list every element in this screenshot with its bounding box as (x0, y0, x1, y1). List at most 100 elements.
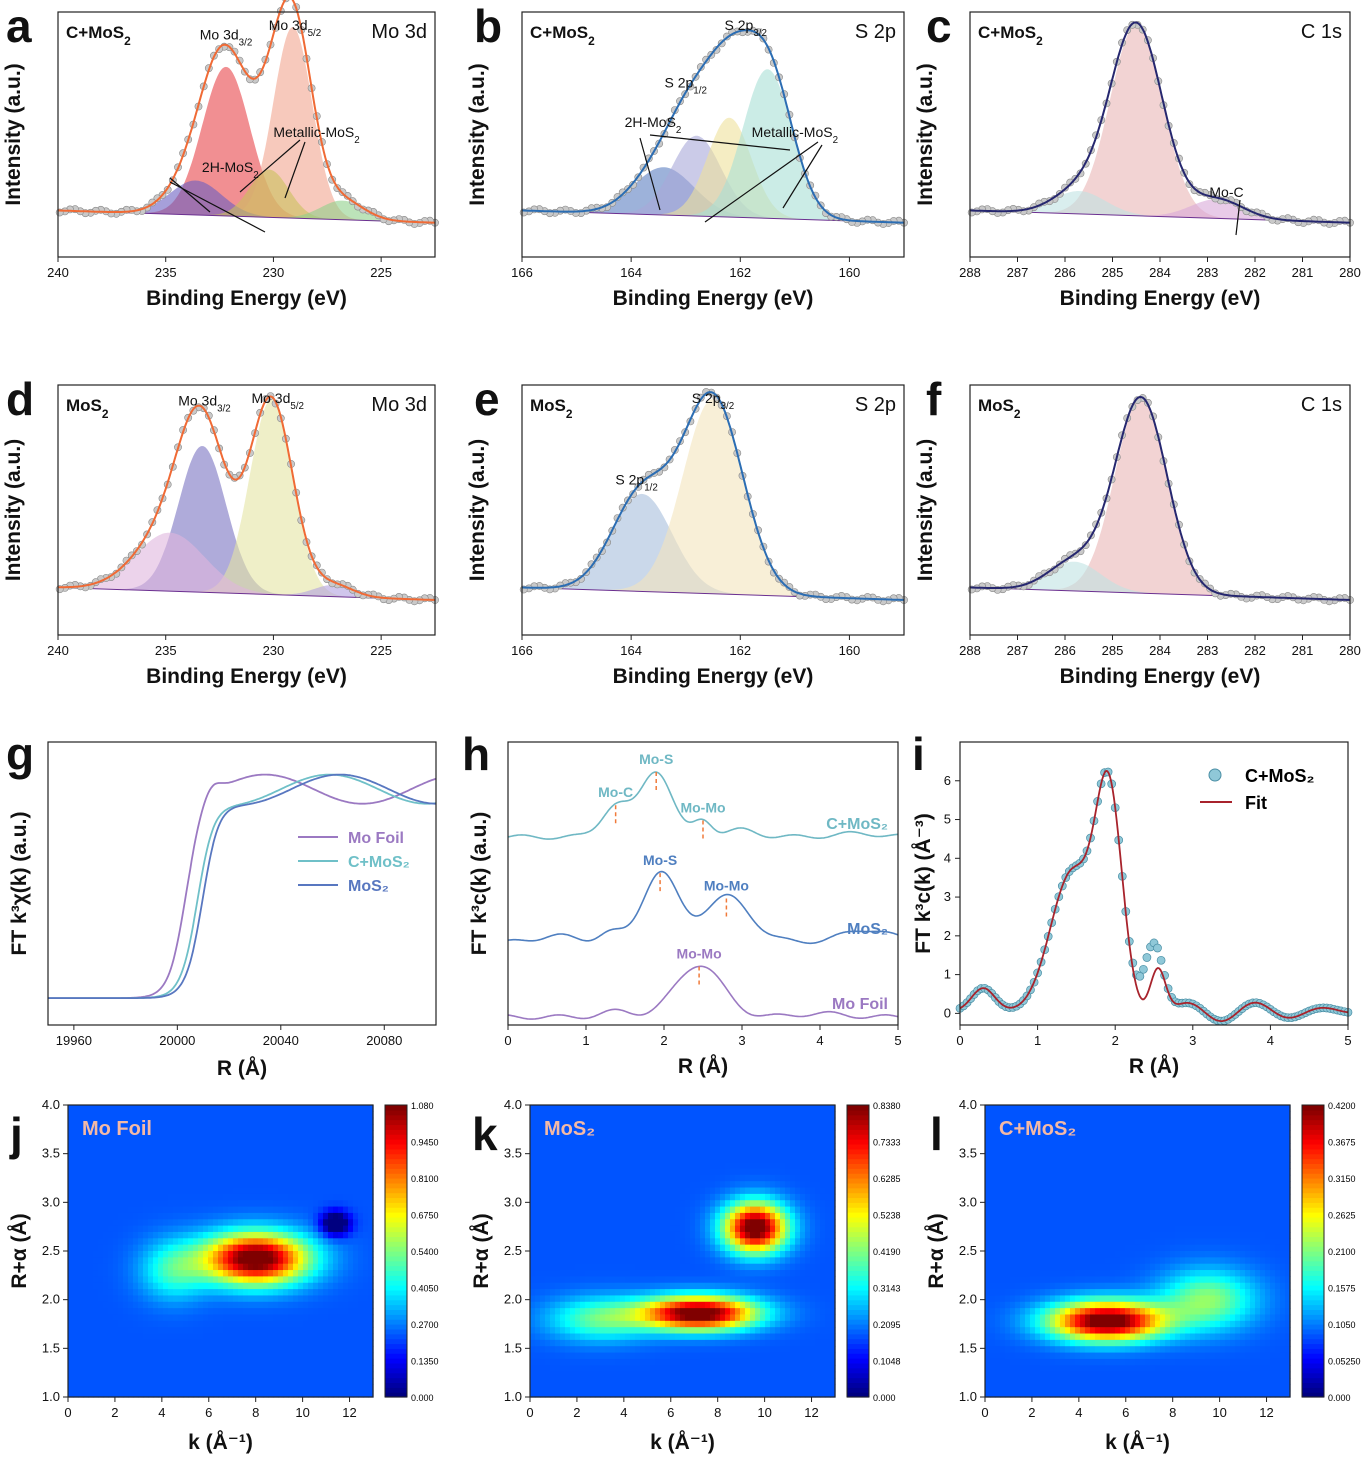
heatmap-cell (138, 1238, 144, 1246)
heatmap-cell (223, 1117, 229, 1125)
heatmap-cell (635, 1339, 641, 1347)
heatmap-cell (660, 1200, 666, 1208)
heatmap-cell (308, 1136, 314, 1144)
heatmap-cell (278, 1327, 284, 1335)
heatmap-cell (575, 1181, 581, 1189)
heatmap-cell (565, 1181, 571, 1189)
heatmap-cell (238, 1225, 244, 1233)
heatmap-cell (530, 1377, 536, 1385)
heatmap-cell (670, 1111, 676, 1119)
heatmap-cell (153, 1155, 159, 1163)
heatmap-cell (585, 1384, 591, 1392)
heatmap-cell (308, 1111, 314, 1119)
heatmap-cell (208, 1308, 214, 1316)
heatmap-cell (123, 1289, 129, 1297)
series-label: Mo Foil (832, 996, 888, 1013)
heatmap-cell (183, 1276, 189, 1284)
heatmap-cell (333, 1244, 339, 1252)
heatmap-cell (178, 1162, 184, 1170)
heatmap-cell (193, 1181, 199, 1189)
heatmap-cell (183, 1200, 189, 1208)
heatmap-cell (248, 1219, 254, 1227)
heatmap-cell (273, 1117, 279, 1125)
heatmap-cell (625, 1358, 631, 1366)
heatmap-cell (620, 1130, 626, 1138)
heatmap-cell (153, 1371, 159, 1379)
heatmap-cell (293, 1238, 299, 1246)
heatmap-cell (88, 1143, 94, 1151)
heatmap-cell (328, 1263, 334, 1271)
colorbar-segment (385, 1387, 407, 1393)
heatmap-cell (158, 1333, 164, 1341)
heatmap-cell (198, 1251, 204, 1258)
plot-frame (507, 741, 899, 1026)
heatmap-cell (128, 1358, 134, 1366)
heatmap-cell (660, 1257, 666, 1265)
heatmap-cell (645, 1124, 651, 1131)
heatmap-cell (168, 1384, 174, 1392)
heatmap-cell (98, 1276, 104, 1284)
heatmap-cell (595, 1212, 601, 1220)
heatmap-cell (545, 1365, 551, 1373)
x-tick-label: 5 (894, 1033, 901, 1048)
heatmap-cell (635, 1244, 641, 1252)
heatmap-cell (338, 1117, 344, 1125)
heatmap-cell (535, 1384, 541, 1392)
heatmap-cell (238, 1219, 244, 1227)
x-tick-label: 164 (620, 265, 642, 280)
heatmap-cell (343, 1257, 349, 1265)
heatmap-cell (670, 1333, 676, 1341)
heatmap-cell (630, 1225, 636, 1233)
heatmap-cell (670, 1371, 676, 1379)
heatmap-cell (123, 1181, 129, 1189)
heatmap-cell (178, 1155, 184, 1163)
heatmap-cell (610, 1111, 616, 1119)
component-peak (970, 398, 1350, 600)
heatmap-cell (665, 1371, 671, 1379)
heatmap-cell (288, 1111, 294, 1119)
heatmap-cell (650, 1200, 656, 1208)
heatmap-cell (198, 1270, 204, 1277)
heatmap-cell (580, 1155, 586, 1163)
heatmap-cell (293, 1206, 299, 1214)
heatmap-cell (595, 1105, 601, 1112)
heatmap-cell (353, 1187, 359, 1195)
heatmap-cell (660, 1117, 666, 1125)
heatmap-cell (323, 1301, 329, 1309)
heatmap-cell (113, 1244, 119, 1252)
heatmap-cell (530, 1124, 536, 1131)
heatmap-cell (273, 1327, 279, 1335)
heatmap-cell (353, 1333, 359, 1341)
heatmap-cell (560, 1193, 566, 1201)
heatmap-cell (283, 1124, 289, 1131)
heatmap-cell (298, 1181, 304, 1189)
heatmap-cell (213, 1308, 219, 1316)
heatmap-cell (585, 1251, 591, 1258)
heatmap-cell (133, 1276, 139, 1284)
heatmap-cell (665, 1136, 671, 1144)
heatmap-cell (550, 1289, 556, 1297)
heatmap-cell (650, 1384, 656, 1392)
heatmap-cell (303, 1187, 309, 1195)
heatmap-cell (308, 1143, 314, 1151)
heatmap-cell (665, 1314, 671, 1322)
colorbar-segment (385, 1158, 407, 1164)
y-axis-label: FT k³c(k) (a.u.) (468, 812, 491, 956)
heatmap-cell (233, 1320, 239, 1328)
heatmap-cell (218, 1124, 224, 1131)
heatmap-cell (328, 1193, 334, 1201)
heatmap-cell (218, 1238, 224, 1246)
heatmap-cell (318, 1149, 324, 1157)
heatmap-cell (113, 1270, 119, 1277)
heatmap-cell (148, 1339, 154, 1347)
heatmap-cell (293, 1124, 299, 1131)
heatmap-cell (143, 1181, 149, 1189)
heatmap-cell (118, 1384, 124, 1392)
heatmap-cell (348, 1358, 354, 1366)
heatmap-cell (93, 1308, 99, 1316)
heatmap-cell (88, 1225, 94, 1233)
heatmap-cell (288, 1136, 294, 1144)
heatmap-cell (268, 1346, 274, 1354)
x-axis-label: Binding Energy (eV) (613, 665, 814, 688)
heatmap-cell (590, 1346, 596, 1354)
